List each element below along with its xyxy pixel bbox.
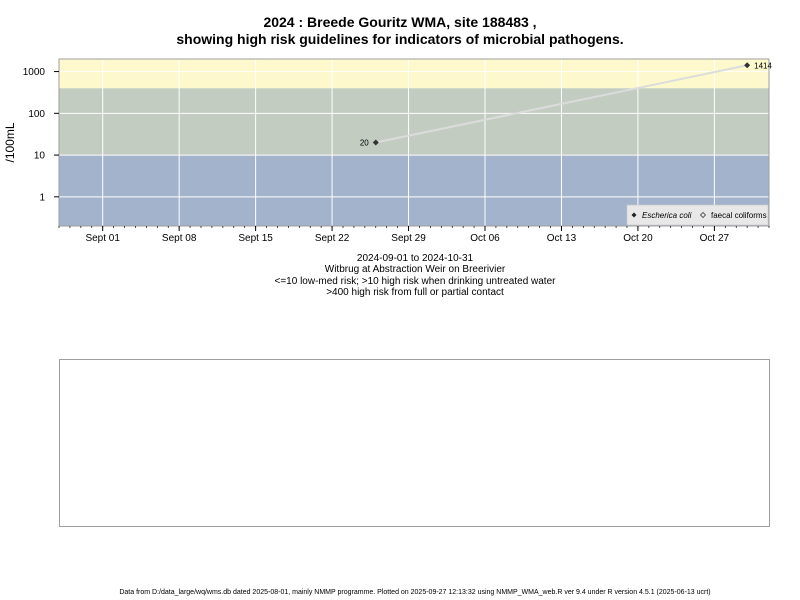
x-tick-label-2: Sept 15	[238, 233, 273, 244]
subtitle-contact-risk: >400 high risk from full or partial cont…	[326, 287, 504, 298]
x-tick-label-7: Oct 20	[623, 233, 653, 244]
x-tick-label-6: Oct 13	[547, 233, 577, 244]
legend-marker-1	[700, 212, 706, 218]
data-point	[372, 139, 379, 146]
legend-label-0: Escherica coli	[642, 211, 692, 220]
data-label: 1414	[754, 61, 772, 70]
x-tick-label-8: Oct 27	[700, 233, 730, 244]
empty-plot-panel	[59, 359, 770, 527]
chart-title-line-1: 2024 : Breede Gouritz WMA, site 188483 ,	[263, 14, 537, 30]
data-point	[744, 62, 751, 69]
legend-marker-0	[631, 212, 637, 218]
legend-box	[626, 204, 769, 226]
risk-band-1	[59, 88, 769, 156]
legend-label-1: faecal coliforms	[711, 211, 767, 220]
y-tick-label-0: 1	[39, 192, 45, 203]
x-tick-label-0: Sept 01	[85, 233, 120, 244]
y-tick-label-1: 10	[34, 151, 46, 162]
plot-frame	[58, 58, 770, 227]
risk-band-2	[59, 59, 769, 89]
x-tick-label-4: Sept 29	[391, 233, 426, 244]
footer-note: Data from D:/data_large/wq/wms.db dated …	[119, 589, 711, 596]
subtitle-date-range: 2024-09-01 to 2024-10-31	[356, 253, 474, 264]
y-tick-label-3: 1000	[23, 67, 46, 78]
y-tick-label-2: 100	[28, 109, 45, 120]
subtitle-site-name: Witbrug at Abstraction Weir on Breerivie…	[324, 264, 506, 275]
y-axis-label: /100mL	[3, 122, 17, 162]
x-tick-label-3: Sept 22	[315, 233, 350, 244]
series-line-0	[375, 64, 748, 144]
x-tick-label-1: Sept 08	[162, 233, 197, 244]
data-label: 20	[360, 139, 369, 148]
chart-title-line-2: showing high risk guidelines for indicat…	[176, 31, 624, 47]
subtitle-drinking-risk: <=10 low-med risk; >10 high risk when dr…	[274, 276, 556, 287]
x-tick-label-5: Oct 06	[470, 233, 500, 244]
